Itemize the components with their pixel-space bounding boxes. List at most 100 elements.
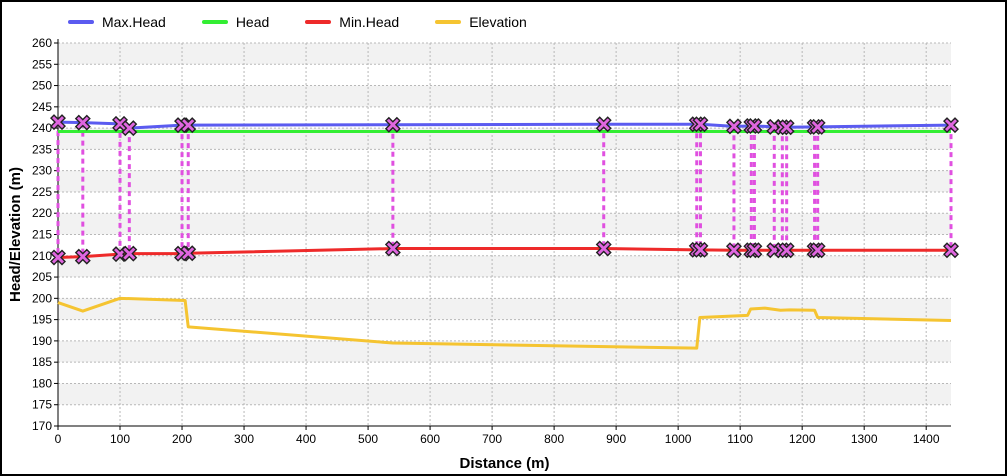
node-marker xyxy=(384,116,401,133)
x-tick-label: 500 xyxy=(358,432,378,446)
node-marker-shape xyxy=(50,114,66,131)
legend-item: Min.Head xyxy=(305,11,399,33)
legend-swatch xyxy=(201,20,228,24)
grid-band xyxy=(58,213,951,235)
y-tick-label: 205 xyxy=(32,270,52,284)
y-tick-label: 175 xyxy=(32,398,52,412)
node-marker xyxy=(180,117,197,134)
node-marker-shape xyxy=(692,241,709,258)
x-tick-label: 1100 xyxy=(727,432,753,446)
x-tick-label: 1300 xyxy=(851,432,878,446)
node-marker-shape xyxy=(725,118,742,135)
node-marker-shape xyxy=(50,249,66,266)
grid-band xyxy=(58,298,951,320)
node-marker-shape xyxy=(809,242,826,259)
node-marker xyxy=(595,240,612,257)
x-axis-title: Distance (m) xyxy=(459,455,549,472)
x-tick-label: 800 xyxy=(544,432,564,446)
node-marker-shape xyxy=(595,240,612,257)
node-marker xyxy=(725,118,742,135)
legend-swatch xyxy=(435,20,462,24)
node-marker-shape xyxy=(778,242,795,259)
node-marker-shape xyxy=(778,119,795,136)
legend-item: Max.Head xyxy=(68,11,166,33)
y-tick-label: 250 xyxy=(32,79,52,93)
node-marker-shape xyxy=(725,242,742,259)
x-tick-label: 100 xyxy=(110,432,130,446)
y-tick-label: 230 xyxy=(32,164,52,178)
grid-band xyxy=(58,85,951,107)
node-marker xyxy=(121,120,138,137)
y-tick-label: 170 xyxy=(32,419,52,433)
node-marker xyxy=(180,245,197,262)
node-marker-shape xyxy=(121,245,138,262)
node-marker xyxy=(943,117,959,134)
y-tick-label: 245 xyxy=(32,100,52,114)
node-marker xyxy=(746,242,763,259)
y-tick-label: 220 xyxy=(32,206,52,220)
x-tick-label: 600 xyxy=(420,432,440,446)
x-tick-label: 700 xyxy=(482,432,502,446)
node-marker-shape xyxy=(595,116,612,133)
legend-label: Min.Head xyxy=(339,14,400,30)
x-tick-label: 200 xyxy=(172,432,192,446)
y-tick-label: 185 xyxy=(32,355,52,369)
node-marker xyxy=(778,119,795,136)
node-marker-shape xyxy=(384,116,401,133)
x-tick-label: 1400 xyxy=(913,432,940,446)
legend-item: Elevation xyxy=(435,11,527,33)
node-marker xyxy=(595,116,612,133)
node-marker xyxy=(943,242,959,259)
node-marker xyxy=(725,242,742,259)
y-tick-label: 180 xyxy=(32,376,52,390)
x-tick-label: 300 xyxy=(234,432,254,446)
node-marker xyxy=(121,245,138,262)
x-tick-label: 400 xyxy=(296,432,316,446)
node-marker-shape xyxy=(746,117,763,134)
node-marker-shape xyxy=(121,120,138,137)
legend-label: Elevation xyxy=(469,14,527,30)
node-marker-shape xyxy=(746,242,763,259)
y-tick-label: 215 xyxy=(32,228,52,242)
node-marker xyxy=(692,116,709,133)
node-marker xyxy=(50,114,66,131)
y-tick-label: 200 xyxy=(32,291,52,305)
y-tick-label: 195 xyxy=(32,313,52,327)
y-tick-label: 255 xyxy=(32,57,52,71)
node-marker xyxy=(746,117,763,134)
node-marker xyxy=(809,242,826,259)
x-tick-label: 0 xyxy=(55,432,62,446)
x-tick-label: 1200 xyxy=(789,432,816,446)
node-marker-shape xyxy=(943,117,959,134)
node-marker xyxy=(384,240,401,257)
series-line-elevation xyxy=(57,296,952,350)
y-tick-label: 240 xyxy=(32,121,52,135)
node-marker xyxy=(809,118,826,135)
grid-band xyxy=(58,43,951,65)
node-marker-shape xyxy=(180,245,197,262)
y-tick-label: 210 xyxy=(32,249,52,263)
y-tick-label: 260 xyxy=(32,36,52,50)
y-tick-label: 225 xyxy=(32,185,52,199)
legend-swatch xyxy=(305,20,332,24)
legend-label: Head xyxy=(235,14,270,30)
node-marker-shape xyxy=(809,118,826,135)
x-tick-label: 1000 xyxy=(665,432,692,446)
node-marker-shape xyxy=(74,114,91,131)
legend-label: Max.Head xyxy=(102,14,166,30)
y-tick-label: 235 xyxy=(32,142,52,156)
node-marker-shape xyxy=(384,240,401,257)
grid-band xyxy=(58,128,951,150)
x-tick-label: 900 xyxy=(606,432,626,446)
node-marker xyxy=(50,249,66,266)
grid-band xyxy=(58,383,951,405)
node-marker xyxy=(778,242,795,259)
node-marker xyxy=(692,241,709,258)
node-marker xyxy=(74,248,91,265)
node-marker xyxy=(74,114,91,131)
chart-legend: Max.Head Head Min.Head Elevation xyxy=(68,11,527,33)
legend-item: Head xyxy=(201,11,270,33)
node-marker-shape xyxy=(180,117,197,134)
